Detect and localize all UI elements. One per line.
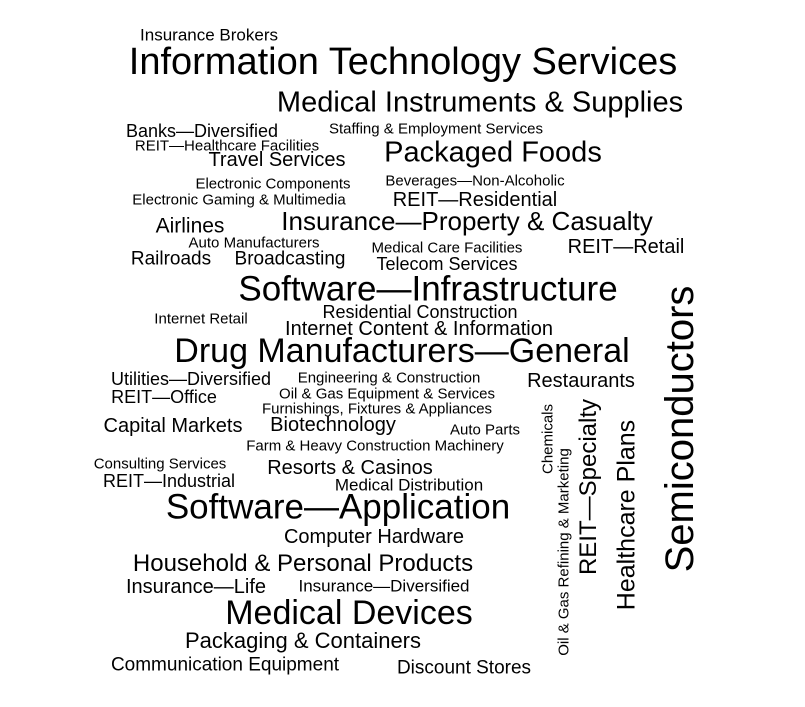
word-airlines: Airlines [155,214,225,238]
word-medical-care-facilities: Medical Care Facilities [371,239,523,257]
word-medical-devices: Medical Devices [225,594,473,632]
word-reit-healthcare-facilities: REIT—Healthcare Facilities [134,137,320,155]
word-beverages-non-alcoholic: Beverages—Non-Alcoholic [385,172,565,190]
word-reit-retail: REIT—Retail [567,236,685,258]
word-auto-manufacturers: Auto Manufacturers [188,234,320,252]
word-engineering-construction: Engineering & Construction [297,369,481,387]
word-oil-gas-refining-marketing: Oil & Gas Refining & Marketing [555,448,573,656]
word-consulting-services: Consulting Services [93,455,227,473]
word-computer-hardware: Computer Hardware [283,526,465,548]
word-software-application: Software—Application [165,487,511,527]
word-residential-construction: Residential Construction [322,302,518,322]
word-staffing-employment-services: Staffing & Employment Services [329,120,543,138]
word-healthcare-plans: Healthcare Plans [612,419,641,611]
word-reit-industrial: REIT—Industrial [102,471,236,491]
word-electronic-components: Electronic Components [195,175,351,193]
word-reit-office: REIT—Office [111,387,217,407]
word-oil-gas-equipment-services: Oil & Gas Equipment & Services [279,385,495,403]
word-packaging-containers: Packaging & Containers [184,628,422,653]
word-packaged-foods: Packaged Foods [384,136,602,169]
word-household-personal-products: Household & Personal Products [132,550,474,577]
word-internet-retail: Internet Retail [154,310,248,328]
word-medical-instruments-supplies: Medical Instruments & Supplies [276,86,684,119]
word-semiconductors: Semiconductors [658,285,702,573]
word-banks-diversified: Banks—Diversified [125,121,279,141]
word-communication-equipment: Communication Equipment [110,654,340,676]
word-capital-markets: Capital Markets [103,415,243,437]
word-reit-residential: REIT—Residential [392,189,558,211]
word-electronic-gaming-multimedia: Electronic Gaming & Multimedia [132,191,346,209]
word-travel-services: Travel Services [208,149,346,171]
word-medical-distribution: Medical Distribution [334,475,484,495]
word-telecom-services: Telecom Services [376,254,518,274]
word-insurance-life: Insurance—Life [125,576,267,598]
word-farm-heavy-construction-machinery: Farm & Heavy Construction Machinery [246,437,504,455]
word-furnishings-fixtures-appliances: Furnishings, Fixtures & Appliances [261,400,493,418]
word-broadcasting: Broadcasting [234,248,346,270]
word-biotechnology: Biotechnology [270,414,396,436]
word-utilities-diversified: Utilities—Diversified [110,369,272,389]
word-software-infrastructure: Software—Infrastructure [238,269,618,309]
word-discount-stores: Discount Stores [396,657,532,679]
word-drug-manufacturers-general: Drug Manufacturers—General [174,332,630,370]
word-information-technology-services: Information Technology Services [128,41,678,83]
word-internet-content-information: Internet Content & Information [285,318,553,340]
word-insurance-brokers: Insurance Brokers [140,25,278,45]
word-auto-parts: Auto Parts [449,421,521,439]
word-restaurants: Restaurants [527,370,635,392]
word-chemicals: Chemicals [539,403,557,475]
word-railroads: Railroads [130,248,212,270]
word-insurance-diversified: Insurance—Diversified [298,576,470,596]
word-insurance-property-casualty: Insurance—Property & Casualty [281,206,653,236]
word-resorts-casinos: Resorts & Casinos [267,457,433,479]
word-reit-specialty: REIT—Specialty [575,398,602,576]
